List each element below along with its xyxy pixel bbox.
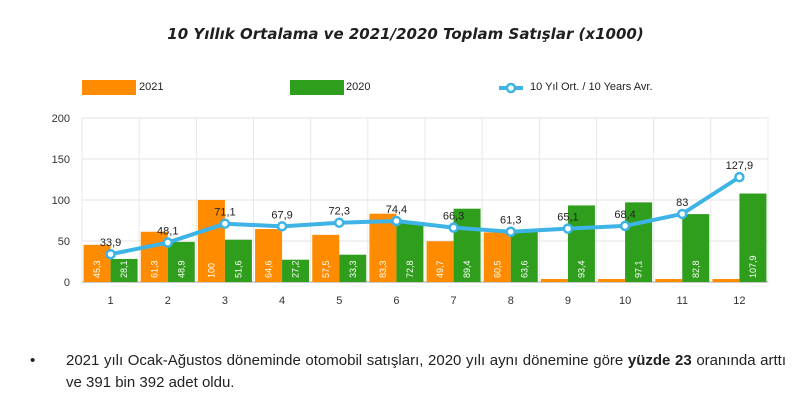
- bar-value-label: 60,5: [492, 260, 502, 278]
- bar-value-label: 82,8: [691, 260, 701, 278]
- bar-value-label: 97,1: [634, 260, 644, 278]
- bar-value-label: 45,3: [92, 260, 102, 278]
- bar-2020: [339, 254, 367, 282]
- y-tick-label: 200: [52, 113, 70, 125]
- bar-2020: [110, 258, 138, 282]
- legend-swatch-2020: [290, 80, 344, 95]
- bar-value-label: 27,2: [291, 260, 301, 278]
- average-point: [391, 215, 402, 227]
- bar-2020: [510, 229, 538, 282]
- average-point: [334, 217, 345, 228]
- bar-value-label: 72,8: [405, 260, 415, 278]
- average-point: [276, 221, 288, 232]
- bar-2020: [682, 214, 710, 282]
- x-tick-label: 12: [733, 295, 745, 307]
- x-tick-label: 1: [108, 295, 114, 307]
- bar-2021: [540, 279, 568, 282]
- bar-value-label: 57,5: [321, 260, 331, 278]
- x-tick-label: 2: [165, 295, 171, 307]
- bullet-text-end: oranında arttı ve 391 bin 392 adet oldu.: [66, 352, 786, 391]
- bar-2021: [483, 232, 511, 282]
- bar-2020: [567, 205, 595, 282]
- legend-label-average: 10 Yıl Ort. / 10 Years Avr.: [530, 81, 653, 93]
- legend-label-2021: 2021: [139, 81, 164, 93]
- bar-value-label: 83,3: [378, 260, 388, 278]
- bar-2021: [197, 200, 225, 282]
- bar-2021: [83, 244, 111, 282]
- average-value-label: 83: [676, 197, 688, 209]
- average-point: [505, 226, 516, 237]
- bar-value-label: 107,9: [748, 255, 758, 278]
- y-tick-label: 100: [52, 195, 70, 207]
- bar-2020: [396, 222, 424, 282]
- x-tick-label: 4: [279, 295, 285, 307]
- bar-2021: [655, 279, 683, 282]
- bullet-marker: •: [30, 352, 36, 369]
- bar-value-label: 89,4: [462, 260, 472, 278]
- bar-2021: [712, 279, 740, 282]
- bar-value-label: 64,6: [264, 260, 274, 278]
- average-value-label: 65,1: [557, 212, 578, 224]
- bar-value-label: 28,1: [119, 260, 129, 278]
- average-value-label: 48,1: [157, 226, 178, 238]
- x-tick-label: 10: [619, 295, 631, 307]
- y-tick-label: 150: [52, 154, 70, 166]
- x-tick-label: 3: [222, 295, 228, 307]
- bullet-text: 2021 yılı Ocak-Ağustos döneminde otomobi…: [66, 350, 786, 394]
- average-point: [105, 248, 116, 260]
- average-point: [448, 222, 459, 233]
- average-line: [110, 175, 741, 257]
- bar-2020: [282, 259, 310, 282]
- y-tick-label: 50: [58, 236, 70, 248]
- chart-title: 10 Yıllık Ortalama ve 2021/2020 Toplam S…: [167, 25, 644, 43]
- average-value-label: 74,4: [386, 204, 407, 216]
- average-point: [562, 223, 574, 234]
- bar-2020: [167, 241, 195, 282]
- bar-value-label: 61,3: [149, 260, 159, 278]
- bar-value-label: 93,4: [576, 260, 586, 278]
- bar-2020: [739, 193, 767, 282]
- average-point: [677, 208, 688, 220]
- bar-2020: [625, 202, 653, 282]
- bar-value-label: 51,6: [233, 260, 243, 278]
- average-point: [619, 220, 631, 232]
- x-tick-label: 7: [451, 295, 457, 307]
- bar-2020: [453, 208, 481, 282]
- average-value-label: 127,9: [726, 160, 754, 172]
- legend-label-2020: 2020: [346, 81, 371, 93]
- average-value-label: 68,4: [614, 209, 635, 221]
- bar-2021: [312, 234, 340, 282]
- average-value-label: 33,9: [100, 237, 121, 249]
- legend-swatch-2021: [82, 80, 136, 95]
- x-tick-label: 5: [336, 295, 342, 307]
- bar-value-label: 63,6: [519, 260, 529, 278]
- bar-2021: [598, 279, 626, 282]
- average-value-label: 72,3: [329, 206, 350, 218]
- bar-value-label: 48,9: [176, 260, 186, 278]
- average-value-label: 66,3: [443, 211, 464, 223]
- y-tick-label: 0: [64, 277, 70, 289]
- x-tick-label: 8: [508, 295, 514, 307]
- x-tick-label: 9: [565, 295, 571, 307]
- bar-value-label: 100: [206, 263, 216, 278]
- bullet-text-start: 2021 yılı Ocak-Ağustos döneminde otomobi…: [66, 352, 628, 369]
- average-point: [162, 237, 173, 248]
- x-tick-label: 6: [393, 295, 399, 307]
- bar-value-label: 49,7: [435, 260, 445, 278]
- average-point: [734, 171, 745, 183]
- bar-2020: [224, 239, 252, 282]
- legend-swatch-average: [499, 82, 523, 94]
- average-value-label: 61,3: [500, 215, 521, 227]
- x-tick-label: 11: [677, 295, 688, 307]
- bar-2021: [255, 229, 283, 282]
- average-value-label: 67,9: [271, 209, 292, 221]
- bar-2021: [369, 213, 397, 282]
- bar-value-label: 33,3: [348, 260, 358, 278]
- average-point: [219, 218, 231, 229]
- average-value-label: 71,1: [214, 207, 235, 219]
- bar-2021: [426, 241, 454, 282]
- bullet-text-bold: yüzde 23: [627, 352, 692, 369]
